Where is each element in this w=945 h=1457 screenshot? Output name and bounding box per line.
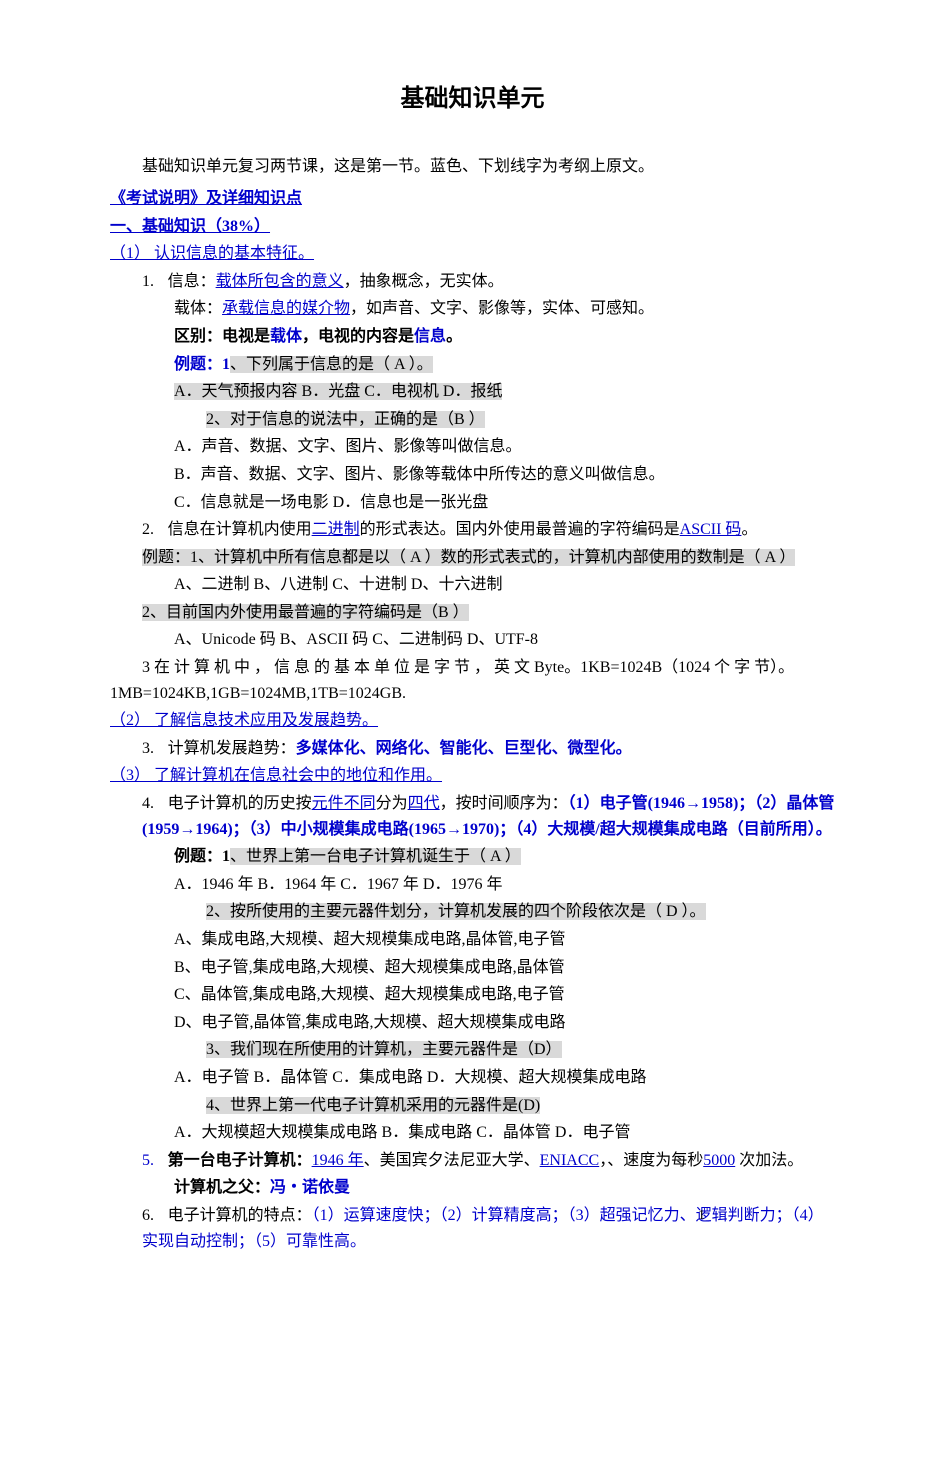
example-4-2c: C、晶体管,集成电路,大规模、超大规模集成电路,电子管 [174, 982, 835, 1008]
num-6: 6. [142, 1207, 154, 1224]
item3-pre: 计算机发展趋势： [168, 740, 296, 757]
item-2: 2. 信息在计算机内使用二进制的形式表达。国内外使用最普遍的字符编码是ASCII… [142, 517, 835, 543]
item5-blue2: ENIACC [540, 1152, 600, 1169]
example-2-1opts: A、二进制 B、八进制 C、十进制 D、十六进制 [174, 572, 835, 598]
example-4-2a: A、集成电路,大规模、超大规模集成电路,晶体管,电子管 [174, 927, 835, 953]
item5-mid2: ，、速度为每秒 [599, 1152, 703, 1169]
example-4-4q: 4、世界上第一代电子计算机采用的元器件是(D) [206, 1093, 835, 1119]
ex1-q: 、下列属于信息的是（ A ）。 [230, 356, 433, 373]
diff-blue2: 信息 [414, 328, 446, 345]
example-1-opts: A．天气预报内容 B．光盘 C．电视机 D．报纸 [174, 379, 835, 405]
item4-blue1: 元件不同 [312, 795, 376, 812]
item5-blue1: 1946 年 [312, 1152, 364, 1169]
item5b-pre: 计算机 [174, 1179, 222, 1196]
item4-blue2: 四代 [408, 795, 440, 812]
item4-mid1: 分为 [376, 795, 408, 812]
example-4-3opts: A．电子管 B．晶体管 C．集成电路 D．大规模、超大规模集成电路 [174, 1065, 835, 1091]
example-4-2q: 2、按所使用的主要元器件划分，计算机发展的四个阶段依次是（ D ）。 [206, 899, 835, 925]
item1b-pre: 载体： [174, 300, 222, 317]
num-3: 3. [142, 740, 154, 757]
num-5: 5. [142, 1152, 154, 1169]
item4-mid2: ，按时间顺序为： [440, 795, 568, 812]
item2-blue2: ASCII 码 [680, 521, 742, 538]
ex4-2q: 2、按所使用的主要元器件划分，计算机发展的四个阶段依次是（ D ）。 [206, 903, 706, 920]
item5-pre: 第一台电子计算机： [168, 1152, 312, 1169]
item5b-mid: 之父： [222, 1179, 270, 1196]
example-2-2opts: A、Unicode 码 B、ASCII 码 C、二进制码 D、UTF-8 [174, 627, 835, 653]
example-1-2a: A．声音、数据、文字、图片、影像等叫做信息。 [174, 434, 835, 460]
ex2-2q: 2、目前国内外使用最普遍的字符编码是（B ） [142, 604, 469, 621]
item4-pre: 电子计算机的历史按 [168, 795, 312, 812]
item1-post: ，抽象概念，无实体。 [344, 273, 504, 290]
item1b-post: ，如声音、文字、影像等，实体、可感知。 [350, 300, 654, 317]
item5-mid1: 、美国宾夕法尼亚大学、 [364, 1152, 540, 1169]
page-title: 基础知识单元 [110, 80, 835, 118]
item6-pre: 电子计算机的特点： [168, 1207, 312, 1224]
diff-pre: 区别：电视是 [174, 328, 270, 345]
section-3: （3） 了解计算机在信息社会中的地位和作用。 [110, 767, 442, 784]
ex4-lab: 例题：1 [174, 848, 230, 865]
item-6: 6. 电子计算机的特点：（1）运算速度快；（2）计算精度高；（3）超强记忆力、逻… [142, 1203, 835, 1254]
ex4-1q-rest: 、世界上第一台电子计算机诞生于（ A ） [230, 848, 521, 865]
item2-mid: 的形式表达。国内外使用最普遍的字符编码是 [360, 521, 680, 538]
diff-end: 。 [446, 328, 462, 345]
ex1-opts: A．天气预报内容 B．光盘 C．电视机 D．报纸 [174, 383, 502, 400]
item2-pre: 信息在计算机内使用 [168, 521, 312, 538]
intro-text: 基础知识单元复习两节课，这是第一节。蓝色、下划线字为考纲上原文。 [110, 154, 835, 180]
example-1-2cd: C．信息就是一场电影 D．信息也是一张光盘 [174, 490, 835, 516]
num-4: 4. [142, 795, 154, 812]
difference-line: 区别：电视是载体，电视的内容是信息。 [174, 324, 835, 350]
ex1-2q: 2、对于信息的说法中，正确的是（B ） [206, 411, 485, 428]
item-1b: 载体：承载信息的媒介物，如声音、文字、影像等，实体、可感知。 [174, 296, 835, 322]
item5b-blue: 冯・诺依曼 [270, 1179, 350, 1196]
example-1-2b: B．声音、数据、文字、图片、影像等载体中所传达的意义叫做信息。 [174, 462, 835, 488]
item-1: 1. 信息：载体所包含的意义，抽象概念，无实体。 [142, 269, 835, 295]
item-5b: 计算机之父：冯・诺依曼 [174, 1175, 835, 1201]
item1b-blue: 承载信息的媒介物 [222, 300, 350, 317]
example-4-4opts: A．大规模超大规模集成电路 B．集成电路 C．晶体管 D．电子管 [174, 1120, 835, 1146]
item5-end: 次加法。 [735, 1152, 803, 1169]
diff-mid: ，电视的内容是 [302, 328, 414, 345]
section-1: （1） 认识信息的基本特征。 [110, 245, 314, 262]
example-1-q: 例题：1、下列属于信息的是（ A ）。 [174, 352, 835, 378]
section-2: （2） 了解信息技术应用及发展趋势。 [110, 712, 378, 729]
item-5: 5. 第一台电子计算机：1946 年、美国宾夕法尼亚大学、ENIACC，、速度为… [142, 1148, 835, 1174]
item-3: 3. 计算机发展趋势：多媒体化、网络化、智能化、巨型化、微型化。 [142, 736, 835, 762]
example-4-1q: 例题：1、世界上第一台电子计算机诞生于（ A ） [174, 844, 835, 870]
ex4-3q: 3、我们现在所使用的计算机，主要元器件是（D） [206, 1041, 562, 1058]
item2-end: 。 [741, 521, 757, 538]
example-4-2b: B、电子管,集成电路,大规模、超大规模集成电路,晶体管 [174, 955, 835, 981]
ex4-4q: 4、世界上第一代电子计算机采用的元器件是(D) [206, 1097, 540, 1114]
page-number: 1 [698, 1205, 705, 1227]
item5-blue3: 5000 [703, 1152, 735, 1169]
item-4: 4. 电子计算机的历史按元件不同分为四代，按时间顺序为：（1）电子管(1946→… [142, 791, 835, 842]
example-4-3q: 3、我们现在所使用的计算机，主要元器件是（D） [206, 1037, 835, 1063]
diff-blue1: 载体 [270, 328, 302, 345]
example-1-2q: 2、对于信息的说法中，正确的是（B ） [206, 407, 835, 433]
num-2: 2. [142, 521, 154, 538]
item3-blue: 多媒体化、网络化、智能化、巨型化、微型化。 [296, 740, 632, 757]
heading-basic-knowledge: 一、基础知识（38%） [110, 218, 270, 235]
item1-blue: 载体所包含的意义 [216, 273, 344, 290]
example-2-1q: 例题：1、计算机中所有信息都是以（ A ）数的形式表式的，计算机内部使用的数制是… [142, 545, 835, 571]
num-1: 1. [142, 273, 154, 290]
example-2-3: 3 在 计 算 机 中 ， 信 息 的 基 本 单 位 是 字 节 ， 英 文 … [110, 655, 835, 706]
heading-exam-desc: 《考试说明》及详细知识点 [110, 190, 302, 207]
item1-pre: 信息： [168, 273, 216, 290]
ex-label: 例题：1 [174, 356, 230, 373]
example-2-2q: 2、目前国内外使用最普遍的字符编码是（B ） [142, 600, 835, 626]
example-4-1opts: A．1946 年 B．1964 年 C．1967 年 D．1976 年 [174, 872, 835, 898]
ex2-1q: 例题：1、计算机中所有信息都是以（ A ）数的形式表式的，计算机内部使用的数制是… [142, 549, 795, 566]
example-4-2d: D、电子管,晶体管,集成电路,大规模、超大规模集成电路 [174, 1010, 835, 1036]
item2-blue1: 二进制 [312, 521, 360, 538]
